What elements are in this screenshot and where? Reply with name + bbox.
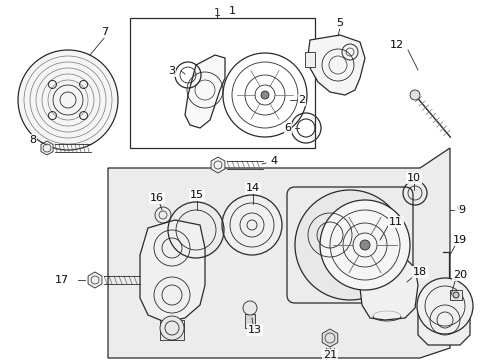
Circle shape <box>320 200 410 290</box>
Text: 2: 2 <box>298 95 306 105</box>
Text: 17: 17 <box>55 275 69 285</box>
Polygon shape <box>308 35 365 95</box>
Bar <box>160 320 184 340</box>
Text: 3: 3 <box>169 66 175 76</box>
Text: 21: 21 <box>323 350 337 360</box>
Polygon shape <box>322 329 338 347</box>
Polygon shape <box>140 220 205 322</box>
Bar <box>305 52 315 67</box>
Circle shape <box>417 278 473 334</box>
Text: 5: 5 <box>337 18 343 28</box>
Text: 3: 3 <box>169 66 175 76</box>
Text: 7: 7 <box>101 27 109 37</box>
Polygon shape <box>108 148 450 358</box>
Text: 1: 1 <box>228 6 236 16</box>
Text: 8: 8 <box>30 135 36 145</box>
Text: 16: 16 <box>150 193 164 203</box>
Text: 14: 14 <box>246 183 260 193</box>
Text: 21: 21 <box>323 350 337 360</box>
Polygon shape <box>41 141 53 155</box>
Text: 15: 15 <box>190 190 204 200</box>
Circle shape <box>18 50 118 150</box>
Polygon shape <box>185 55 225 128</box>
Circle shape <box>410 90 420 100</box>
Polygon shape <box>88 272 102 288</box>
Text: 6: 6 <box>285 123 292 133</box>
Text: 9: 9 <box>457 205 464 215</box>
Circle shape <box>243 301 257 315</box>
Text: 4: 4 <box>270 156 277 166</box>
Bar <box>450 290 462 300</box>
Text: 11: 11 <box>389 217 403 227</box>
Polygon shape <box>211 157 225 173</box>
Text: 13: 13 <box>248 325 262 335</box>
Text: 17: 17 <box>55 275 69 285</box>
Text: 16: 16 <box>150 193 164 203</box>
Text: 20: 20 <box>453 270 467 280</box>
Text: 18: 18 <box>414 267 427 277</box>
Text: 13: 13 <box>248 325 262 335</box>
Text: 12: 12 <box>391 40 404 50</box>
Circle shape <box>453 292 459 298</box>
Text: 15: 15 <box>191 190 204 200</box>
Text: 19: 19 <box>453 235 466 245</box>
Text: 7: 7 <box>102 27 108 37</box>
Polygon shape <box>360 258 418 320</box>
Circle shape <box>222 195 282 255</box>
Text: 18: 18 <box>413 267 427 277</box>
Text: 9: 9 <box>459 205 466 215</box>
Text: 12: 12 <box>390 40 404 50</box>
Circle shape <box>261 91 269 99</box>
Polygon shape <box>418 295 470 345</box>
Text: 10: 10 <box>407 173 421 183</box>
Text: 19: 19 <box>453 235 467 245</box>
Text: 1: 1 <box>214 8 220 18</box>
Text: 11: 11 <box>388 217 401 227</box>
Circle shape <box>160 316 184 340</box>
Bar <box>245 314 255 328</box>
Text: 14: 14 <box>246 183 260 193</box>
Text: 2: 2 <box>299 95 305 105</box>
Circle shape <box>360 240 370 250</box>
Text: 10: 10 <box>408 173 420 183</box>
Text: 20: 20 <box>453 270 466 280</box>
Bar <box>130 18 315 148</box>
Text: 4: 4 <box>270 156 277 166</box>
Circle shape <box>295 190 405 300</box>
Text: 6: 6 <box>285 123 292 133</box>
Text: 8: 8 <box>29 135 37 145</box>
Text: 5: 5 <box>337 18 343 28</box>
